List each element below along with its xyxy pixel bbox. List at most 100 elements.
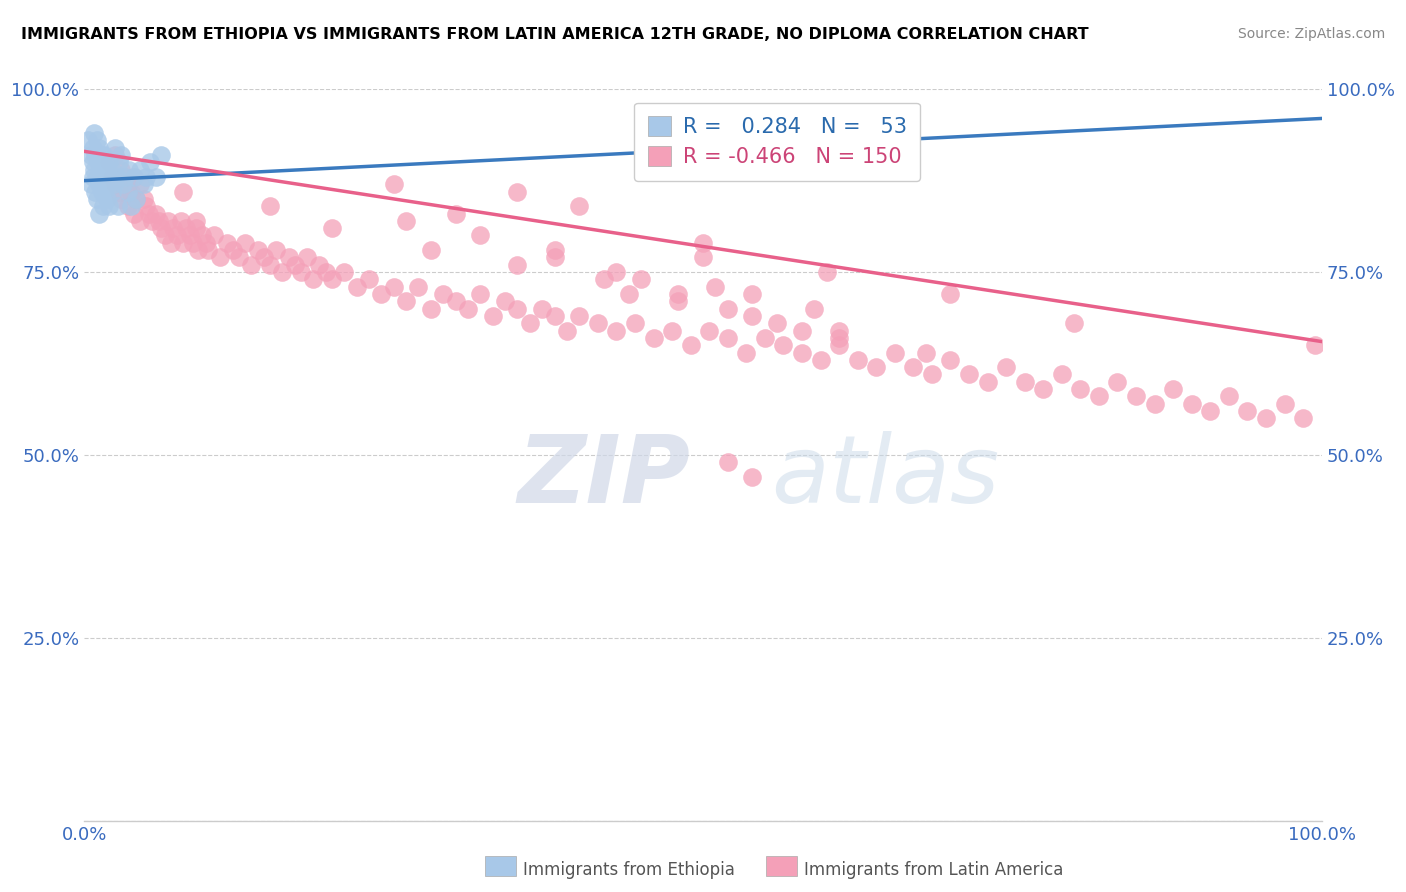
Point	[120, 199, 142, 213]
Point	[125, 192, 148, 206]
Point	[295, 251, 318, 265]
Point	[630, 272, 652, 286]
Point	[122, 206, 145, 220]
Point	[531, 301, 554, 316]
Point	[828, 331, 851, 345]
Point	[117, 178, 139, 192]
Point	[253, 251, 276, 265]
Point	[846, 352, 869, 367]
Point	[86, 133, 108, 147]
Point	[111, 178, 134, 192]
Point	[91, 169, 114, 184]
Point	[1181, 397, 1204, 411]
Point	[810, 352, 832, 367]
Point	[79, 148, 101, 162]
Point	[246, 243, 269, 257]
Point	[148, 214, 170, 228]
Point	[444, 294, 467, 309]
Point	[605, 324, 627, 338]
Point	[661, 324, 683, 338]
Point	[506, 185, 529, 199]
Point	[107, 199, 129, 213]
Point	[172, 235, 194, 250]
Point	[395, 214, 418, 228]
Point	[284, 258, 307, 272]
Point	[976, 375, 998, 389]
Point	[643, 331, 665, 345]
Point	[117, 199, 139, 213]
Point	[240, 258, 263, 272]
Point	[432, 287, 454, 301]
Point	[519, 316, 541, 330]
Point	[187, 243, 209, 257]
Point	[259, 258, 281, 272]
Point	[98, 155, 121, 169]
Point	[89, 141, 111, 155]
Point	[98, 169, 121, 184]
Point	[110, 162, 132, 177]
Point	[97, 178, 120, 192]
Text: Immigrants from Ethiopia: Immigrants from Ethiopia	[523, 861, 735, 879]
Point	[735, 345, 758, 359]
Point	[104, 178, 127, 192]
Point	[108, 155, 131, 169]
Point	[108, 185, 131, 199]
Point	[717, 301, 740, 316]
Point	[717, 455, 740, 469]
Point	[1292, 411, 1315, 425]
Point	[543, 309, 565, 323]
Point	[91, 199, 114, 213]
Point	[174, 221, 197, 235]
Point	[105, 169, 128, 184]
Point	[162, 221, 184, 235]
Point	[766, 316, 789, 330]
Point	[1014, 375, 1036, 389]
Point	[96, 169, 118, 184]
Point	[741, 309, 763, 323]
Point	[679, 338, 702, 352]
Point	[89, 178, 111, 192]
Point	[692, 251, 714, 265]
Point	[145, 206, 167, 220]
Point	[98, 155, 121, 169]
Point	[308, 258, 330, 272]
Point	[172, 185, 194, 199]
Point	[315, 265, 337, 279]
Point	[77, 133, 100, 147]
Point	[184, 221, 207, 235]
Point	[704, 279, 727, 293]
Point	[828, 324, 851, 338]
Point	[939, 287, 962, 301]
Point	[104, 141, 127, 155]
Point	[666, 287, 689, 301]
Point	[122, 169, 145, 184]
Point	[717, 331, 740, 345]
Point	[408, 279, 430, 293]
Point	[1218, 389, 1240, 403]
Text: IMMIGRANTS FROM ETHIOPIA VS IMMIGRANTS FROM LATIN AMERICA 12TH GRADE, NO DIPLOMA: IMMIGRANTS FROM ETHIOPIA VS IMMIGRANTS F…	[21, 27, 1088, 42]
Point	[191, 228, 214, 243]
Point	[568, 199, 591, 213]
Point	[222, 243, 245, 257]
Point	[543, 243, 565, 257]
Point	[89, 206, 111, 220]
Point	[828, 338, 851, 352]
Point	[118, 162, 141, 177]
Point	[129, 162, 152, 177]
Point	[593, 272, 616, 286]
Point	[741, 287, 763, 301]
Point	[506, 258, 529, 272]
Point	[228, 251, 250, 265]
Point	[494, 294, 516, 309]
Point	[790, 324, 813, 338]
Point	[586, 316, 609, 330]
Point	[104, 148, 127, 162]
Point	[419, 301, 441, 316]
Point	[117, 185, 139, 199]
Point	[145, 169, 167, 184]
Point	[209, 251, 232, 265]
Point	[1274, 397, 1296, 411]
Point	[93, 148, 115, 162]
Point	[803, 301, 825, 316]
Point	[481, 309, 503, 323]
